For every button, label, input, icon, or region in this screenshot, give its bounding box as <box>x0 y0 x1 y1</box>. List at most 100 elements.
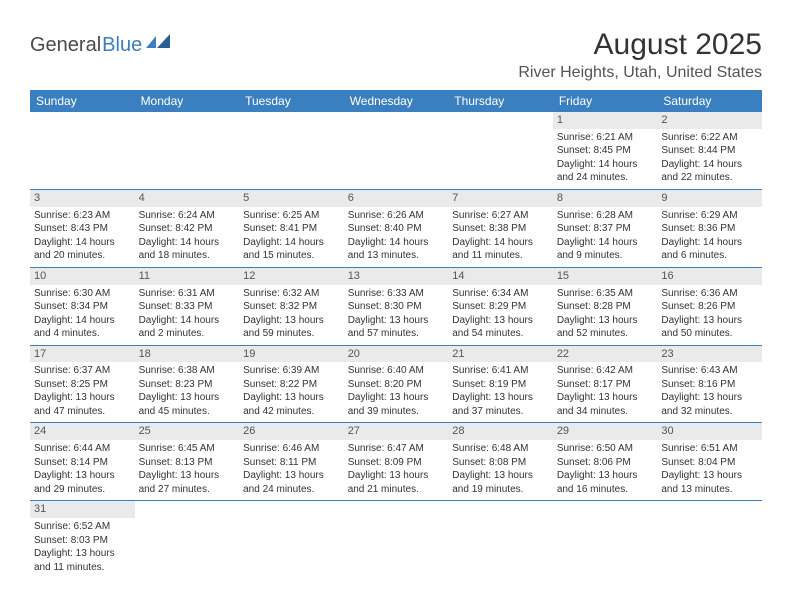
sunrise-text: Sunrise: 6:21 AM <box>557 131 654 145</box>
daylight-text: Daylight: 13 hours <box>34 547 131 561</box>
calendar-day-cell: 21Sunrise: 6:41 AMSunset: 8:19 PMDayligh… <box>448 345 553 423</box>
sunset-text: Sunset: 8:42 PM <box>139 222 236 236</box>
calendar-day-cell: 4Sunrise: 6:24 AMSunset: 8:42 PMDaylight… <box>135 189 240 267</box>
sunset-text: Sunset: 8:25 PM <box>34 378 131 392</box>
sunrise-text: Sunrise: 6:47 AM <box>348 442 445 456</box>
calendar-day-cell: 14 Sunrise: 6:34 AMSunset: 8:29 PMDayligh… <box>448 267 553 345</box>
daylight-text: Daylight: 13 hours <box>661 469 758 483</box>
daylight-text: and 19 minutes. <box>452 483 549 497</box>
sunrise-text: Sunrise: 6:51 AM <box>661 442 758 456</box>
calendar-day-cell: 18Sunrise: 6:38 AMSunset: 8:23 PMDayligh… <box>135 345 240 423</box>
sunset-text: Sunset: 8:17 PM <box>557 378 654 392</box>
location-text: River Heights, Utah, United States <box>518 64 762 82</box>
weekday-header: Tuesday <box>239 90 344 112</box>
weekday-header: Saturday <box>657 90 762 112</box>
sunset-text: Sunset: 8:22 PM <box>243 378 340 392</box>
sunset-text: Sunset: 8:34 PM <box>34 300 131 314</box>
day-number: 8 <box>553 190 658 207</box>
logo-text-general: General <box>30 34 101 57</box>
sunrise-text: Sunrise: 6:30 AM <box>34 287 131 301</box>
logo-text-blue: Blue <box>102 34 142 57</box>
sunrise-text: Sunrise: 6:26 AM <box>348 209 445 223</box>
daylight-text: Daylight: 13 hours <box>243 314 340 328</box>
daylight-text: and 18 minutes. <box>139 249 236 263</box>
sunrise-text: Sunrise: 6:25 AM <box>243 209 340 223</box>
daylight-text: and 9 minutes. <box>557 249 654 263</box>
sunrise-text: Sunrise: 6:52 AM <box>34 520 131 534</box>
sunrise-text: Sunrise: 6:50 AM <box>557 442 654 456</box>
day-number: 31 <box>30 501 135 518</box>
sunrise-text: Sunrise: 6:29 AM <box>661 209 758 223</box>
calendar-day-cell: 16Sunrise: 6:36 AMSunset: 8:26 PMDayligh… <box>657 267 762 345</box>
daylight-text: and 54 minutes. <box>452 327 549 341</box>
daylight-text: and 39 minutes. <box>348 405 445 419</box>
daylight-text: Daylight: 13 hours <box>348 469 445 483</box>
sunset-text: Sunset: 8:06 PM <box>557 456 654 470</box>
daylight-text: and 22 minutes. <box>661 171 758 185</box>
sunrise-text: Sunrise: 6:31 AM <box>139 287 236 301</box>
sunset-text: Sunset: 8:40 PM <box>348 222 445 236</box>
daylight-text: and 11 minutes. <box>34 561 131 575</box>
daylight-text: and 15 minutes. <box>243 249 340 263</box>
daylight-text: and 45 minutes. <box>139 405 236 419</box>
calendar-day-cell <box>344 112 449 189</box>
calendar-day-cell: 1Sunrise: 6:21 AMSunset: 8:45 PMDaylight… <box>553 112 658 189</box>
daylight-text: Daylight: 13 hours <box>452 391 549 405</box>
calendar-day-cell <box>239 501 344 578</box>
day-number: 22 <box>553 346 658 363</box>
sunrise-text: Sunrise: 6:24 AM <box>139 209 236 223</box>
daylight-text: Daylight: 14 hours <box>348 236 445 250</box>
day-number: 14 <box>448 268 553 285</box>
calendar-day-cell <box>30 112 135 189</box>
day-number: 12 <box>239 268 344 285</box>
sunrise-text: Sunrise: 6:42 AM <box>557 364 654 378</box>
daylight-text: and 27 minutes. <box>139 483 236 497</box>
daylight-text: and 16 minutes. <box>557 483 654 497</box>
weekday-header: Thursday <box>448 90 553 112</box>
calendar-day-cell: 12Sunrise: 6:32 AMSunset: 8:32 PMDayligh… <box>239 267 344 345</box>
daylight-text: Daylight: 13 hours <box>661 391 758 405</box>
daylight-text: Daylight: 14 hours <box>661 236 758 250</box>
sunrise-text: Sunrise: 6:41 AM <box>452 364 549 378</box>
daylight-text: Daylight: 14 hours <box>34 236 131 250</box>
day-number: 15 <box>553 268 658 285</box>
sunrise-text: Sunrise: 6:39 AM <box>243 364 340 378</box>
calendar-day-cell: 7Sunrise: 6:27 AMSunset: 8:38 PMDaylight… <box>448 189 553 267</box>
daylight-text: and 59 minutes. <box>243 327 340 341</box>
sunset-text: Sunset: 8:44 PM <box>661 144 758 158</box>
calendar-day-cell: 27Sunrise: 6:47 AMSunset: 8:09 PMDayligh… <box>344 423 449 501</box>
calendar-day-cell: 15Sunrise: 6:35 AMSunset: 8:28 PMDayligh… <box>553 267 658 345</box>
sunset-text: Sunset: 8:43 PM <box>34 222 131 236</box>
sunrise-text: Sunrise: 6:32 AM <box>243 287 340 301</box>
daylight-text: Daylight: 14 hours <box>661 158 758 172</box>
day-number: 11 <box>135 268 240 285</box>
logo: General Blue <box>30 34 172 57</box>
sunset-text: Sunset: 8:09 PM <box>348 456 445 470</box>
daylight-text: Daylight: 13 hours <box>452 314 549 328</box>
daylight-text: and 13 minutes. <box>661 483 758 497</box>
sunset-text: Sunset: 8:28 PM <box>557 300 654 314</box>
daylight-text: and 2 minutes. <box>139 327 236 341</box>
sunset-text: Sunset: 8:26 PM <box>661 300 758 314</box>
calendar-day-cell: 28Sunrise: 6:48 AMSunset: 8:08 PMDayligh… <box>448 423 553 501</box>
daylight-text: and 47 minutes. <box>34 405 131 419</box>
weekday-header: Monday <box>135 90 240 112</box>
daylight-text: Daylight: 13 hours <box>139 391 236 405</box>
sunset-text: Sunset: 8:38 PM <box>452 222 549 236</box>
sunset-text: Sunset: 8:08 PM <box>452 456 549 470</box>
header-row: General Blue August 2025 River Heights, … <box>30 28 762 82</box>
sunrise-text: Sunrise: 6:34 AM <box>452 287 549 301</box>
day-number: 5 <box>239 190 344 207</box>
sunset-text: Sunset: 8:29 PM <box>452 300 549 314</box>
calendar-day-cell: 3Sunrise: 6:23 AMSunset: 8:43 PMDaylight… <box>30 189 135 267</box>
sunrise-text: Sunrise: 6:27 AM <box>452 209 549 223</box>
calendar-day-cell <box>448 501 553 578</box>
sunrise-text: Sunrise: 6:46 AM <box>243 442 340 456</box>
daylight-text: Daylight: 13 hours <box>348 391 445 405</box>
day-number: 24 <box>30 423 135 440</box>
day-number: 29 <box>553 423 658 440</box>
daylight-text: and 34 minutes. <box>557 405 654 419</box>
daylight-text: and 32 minutes. <box>661 405 758 419</box>
sunrise-text: Sunrise: 6:33 AM <box>348 287 445 301</box>
daylight-text: Daylight: 13 hours <box>557 314 654 328</box>
